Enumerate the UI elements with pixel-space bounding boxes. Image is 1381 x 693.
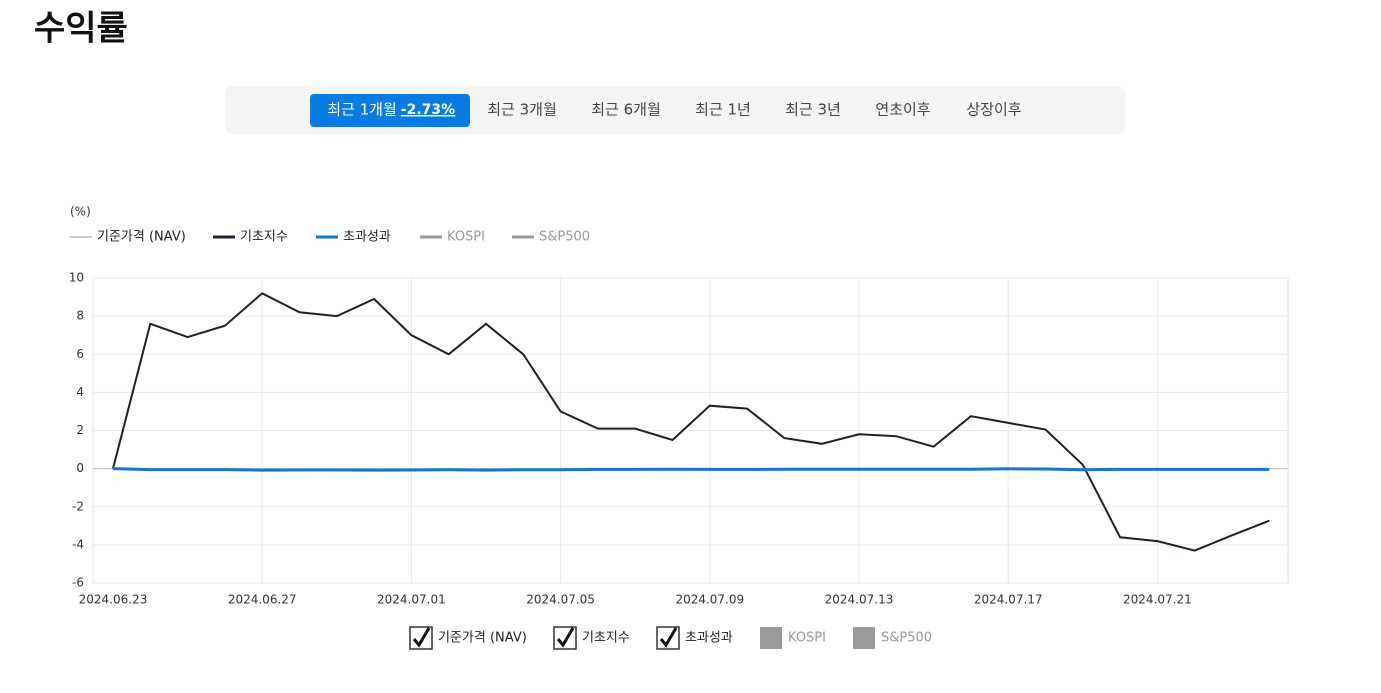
y-tick-label: 10 <box>69 271 84 285</box>
y-tick-label: 2 <box>76 423 84 437</box>
checkbox-label[interactable]: 초과성과 <box>685 631 733 646</box>
x-tick-label: 2024.07.17 <box>974 593 1043 607</box>
checkmark <box>659 627 678 648</box>
x-tick-label: 2024.07.09 <box>675 593 744 607</box>
series-line <box>112 292 1270 552</box>
y-tick-label: 6 <box>76 347 84 361</box>
x-tick-label: 2024.07.21 <box>1123 593 1192 607</box>
legend-label[interactable]: 기초지수 <box>240 230 288 245</box>
page-title: 수익률 <box>34 9 128 49</box>
x-tick-label: 2024.07.05 <box>526 593 595 607</box>
checkbox-label[interactable]: 기초지수 <box>582 631 630 646</box>
y-tick-label: -2 <box>72 499 84 513</box>
checkbox[interactable] <box>853 627 875 649</box>
legend-label[interactable]: KOSPI <box>447 230 485 245</box>
tab-label[interactable]: 최근 3년 <box>785 101 841 119</box>
tab-label[interactable]: 최근 1개월 <box>327 101 397 119</box>
checkbox-label[interactable]: KOSPI <box>788 631 826 646</box>
y-tick-label: -6 <box>72 576 84 590</box>
tab-label[interactable]: 상장이후 <box>966 101 1021 119</box>
series-line <box>112 467 1270 472</box>
tab-label[interactable]: 연초이후 <box>875 101 930 119</box>
tab-label[interactable]: 최근 6개월 <box>591 101 661 119</box>
active-tab-bg <box>310 94 470 127</box>
y-tick-label: -4 <box>72 537 84 551</box>
x-tick-label: 2024.07.01 <box>377 593 446 607</box>
tab-label[interactable]: 최근 3개월 <box>487 101 557 119</box>
legend-label[interactable]: 초과성과 <box>343 230 391 245</box>
y-tick-label: 4 <box>76 385 84 399</box>
checkbox-label[interactable]: 기준가격 (NAV) <box>438 631 527 646</box>
legend-label[interactable]: 기준가격 (NAV) <box>97 230 186 245</box>
tab-label[interactable]: 최근 1년 <box>695 101 751 119</box>
checkbox[interactable] <box>760 627 782 649</box>
y-tick-label: 8 <box>76 309 84 323</box>
checkmark <box>556 627 575 648</box>
x-tick-label: 2024.06.27 <box>228 593 297 607</box>
checkbox-label[interactable]: S&P500 <box>881 631 932 646</box>
x-tick-label: 2024.07.13 <box>825 593 894 607</box>
checkmark <box>412 627 431 648</box>
y-unit: (%) <box>70 205 91 219</box>
legend-label[interactable]: S&P500 <box>539 230 590 245</box>
y-tick-label: 0 <box>76 461 84 475</box>
x-tick-label: 2024.06.23 <box>79 593 148 607</box>
tab-return[interactable]: -2.73% <box>401 102 455 118</box>
